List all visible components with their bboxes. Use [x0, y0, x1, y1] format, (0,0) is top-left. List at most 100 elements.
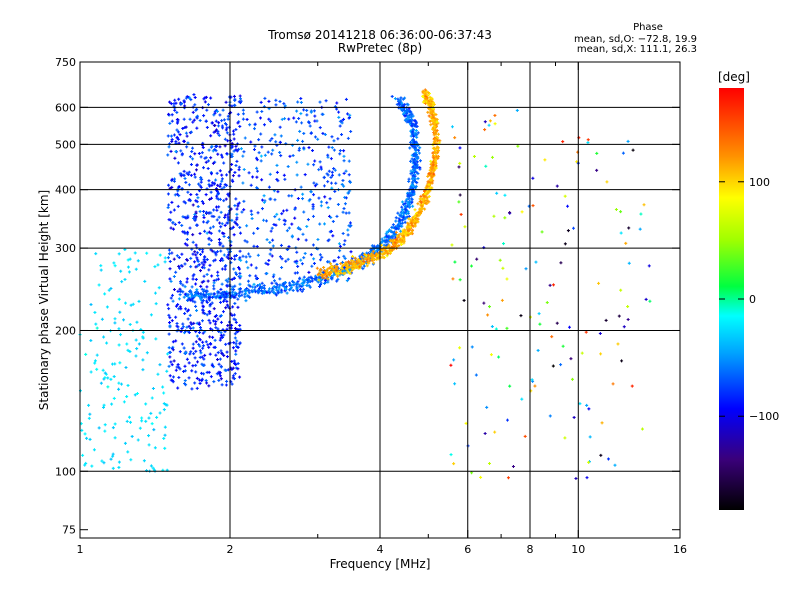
data-point: [218, 184, 222, 188]
data-point: [170, 293, 174, 297]
data-point: [409, 115, 413, 119]
data-point: [332, 268, 336, 272]
x-tick-label: 4: [377, 543, 384, 556]
data-point: [396, 223, 400, 227]
data-point: [287, 226, 291, 230]
data-point: [376, 244, 380, 248]
data-point: [244, 260, 248, 264]
data-point: [328, 197, 332, 201]
data-point: [397, 235, 401, 239]
data-point: [198, 119, 202, 123]
data-point: [125, 342, 129, 346]
data-point: [436, 151, 440, 155]
data-point: [267, 185, 271, 189]
data-point: [210, 181, 214, 185]
data-point: [383, 252, 387, 256]
data-point: [410, 157, 414, 161]
data-point: [122, 318, 126, 322]
data-point: [233, 99, 237, 103]
data-point: [205, 258, 209, 262]
data-point: [238, 342, 242, 346]
data-point: [392, 231, 396, 235]
data-point: [169, 134, 173, 138]
data-point: [552, 283, 556, 287]
data-point: [239, 99, 243, 103]
data-point: [219, 377, 223, 381]
data-point: [310, 264, 314, 268]
data-point: [181, 215, 185, 219]
data-point: [358, 265, 362, 269]
data-point: [220, 257, 224, 261]
data-point: [230, 227, 234, 231]
data-point: [230, 256, 234, 260]
data-point: [192, 118, 196, 122]
data-point: [400, 208, 404, 212]
data-point: [318, 258, 322, 262]
data-point: [233, 332, 237, 336]
data-point: [212, 380, 216, 384]
data-point: [169, 210, 173, 214]
data-point: [302, 131, 306, 135]
data-point: [238, 375, 242, 379]
data-point: [401, 232, 405, 236]
data-point: [190, 322, 194, 326]
data-point: [200, 371, 204, 375]
data-point: [162, 402, 166, 406]
data-point: [395, 226, 399, 230]
data-point: [102, 405, 106, 409]
data-point: [302, 256, 306, 260]
data-point: [182, 173, 186, 177]
data-point: [385, 230, 389, 234]
data-point: [403, 210, 407, 214]
data-point: [410, 229, 414, 233]
data-point: [253, 288, 257, 292]
data-point: [189, 173, 193, 177]
data-point: [416, 156, 420, 160]
data-point: [194, 349, 198, 353]
data-point: [81, 453, 85, 457]
data-point: [180, 252, 184, 256]
data-point: [348, 268, 352, 272]
data-point: [191, 277, 195, 281]
data-point: [216, 317, 220, 321]
data-point: [360, 255, 364, 259]
data-point: [208, 335, 212, 339]
data-point: [128, 322, 132, 326]
data-point: [226, 256, 230, 260]
data-point: [577, 136, 581, 140]
data-point: [185, 134, 189, 138]
data-point: [427, 114, 431, 118]
data-point: [301, 283, 305, 287]
data-point: [202, 293, 206, 297]
data-point: [282, 218, 286, 222]
data-point: [395, 244, 399, 248]
data-point: [566, 204, 570, 208]
data-point: [530, 378, 534, 382]
data-point: [536, 348, 540, 352]
data-point: [449, 363, 453, 367]
data-point: [619, 231, 623, 235]
data-point: [189, 98, 193, 102]
data-point: [232, 377, 236, 381]
data-point: [194, 304, 198, 308]
data-point: [239, 231, 243, 235]
data-point: [580, 351, 584, 355]
data-point: [327, 260, 331, 264]
data-point: [175, 135, 179, 139]
data-point: [452, 358, 456, 362]
data-point: [277, 217, 281, 221]
data-point: [126, 265, 130, 269]
data-point: [206, 159, 210, 163]
data-point: [174, 150, 178, 154]
data-point: [318, 270, 322, 274]
data-point: [207, 268, 211, 272]
data-point: [225, 126, 229, 130]
data-point: [249, 183, 253, 187]
data-point: [194, 265, 198, 269]
data-point: [230, 323, 234, 327]
data-point: [451, 277, 455, 281]
data-point: [174, 270, 178, 274]
data-point: [221, 244, 225, 248]
data-point: [151, 466, 155, 470]
data-point: [138, 426, 142, 430]
